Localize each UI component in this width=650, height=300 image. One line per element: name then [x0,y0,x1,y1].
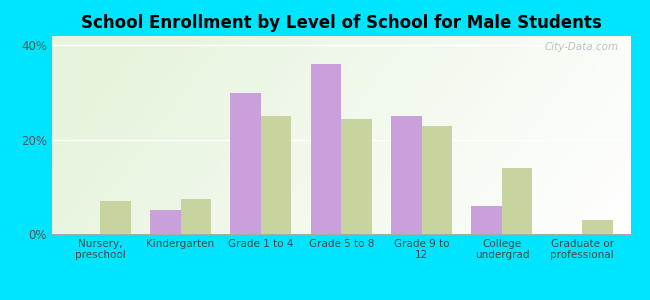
Text: City-Data.com: City-Data.com [545,42,619,52]
Bar [341,118,372,234]
Bar [391,116,422,234]
Bar [230,93,261,234]
Bar [181,199,211,234]
Bar [150,210,181,234]
Bar [100,201,131,234]
Title: School Enrollment by Level of School for Male Students: School Enrollment by Level of School for… [81,14,602,32]
Bar [471,206,502,234]
Bar [582,220,613,234]
Bar [422,126,452,234]
Bar [502,168,532,234]
Bar [311,64,341,234]
Bar [261,116,291,234]
